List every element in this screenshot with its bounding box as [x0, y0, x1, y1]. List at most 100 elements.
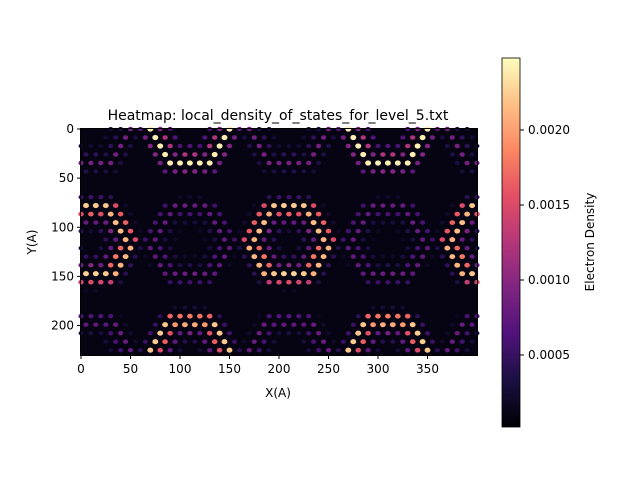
density-spot [395, 348, 401, 353]
density-spot [325, 263, 332, 268]
density-spot [370, 203, 376, 208]
density-spot [172, 254, 178, 259]
density-spot [454, 262, 461, 268]
density-spot [177, 263, 183, 268]
density-spot [256, 160, 262, 166]
density-spot [83, 254, 89, 259]
density-spot [117, 262, 124, 268]
density-spot [380, 322, 386, 328]
density-spot [390, 220, 396, 225]
density-spot [207, 229, 213, 234]
density-spot [459, 254, 466, 260]
density-spot [217, 211, 223, 217]
density-spot [98, 279, 104, 285]
density-spot [207, 348, 213, 353]
density-spot [404, 160, 411, 166]
density-spot [221, 339, 228, 345]
density-spot [103, 237, 109, 242]
density-spot [112, 254, 119, 260]
density-spot [449, 135, 455, 140]
density-spot [196, 160, 203, 166]
density-spot [395, 331, 401, 336]
density-spot [271, 322, 277, 327]
density-spot [385, 263, 391, 268]
density-spot [246, 348, 252, 353]
density-spot [108, 195, 114, 200]
density-spot [454, 314, 460, 319]
density-spot [286, 194, 292, 200]
density-spot [127, 228, 134, 234]
density-spot [256, 211, 262, 217]
density-spot [88, 143, 94, 149]
density-spot [162, 339, 168, 345]
density-spot [375, 229, 381, 234]
density-spot [365, 229, 371, 234]
density-spot [261, 220, 268, 226]
density-spot [390, 339, 396, 344]
density-spot [375, 211, 381, 217]
density-spot [444, 143, 450, 149]
density-spot [400, 220, 406, 225]
density-spot [256, 280, 262, 285]
density-spot [266, 279, 272, 285]
density-spot [380, 271, 386, 276]
density-spot [98, 160, 104, 166]
density-spot [301, 152, 307, 157]
density-spot [202, 152, 208, 157]
chart-title: Heatmap: local_density_of_states_for_lev… [108, 108, 449, 124]
density-spot [83, 220, 89, 225]
density-spot [360, 135, 366, 140]
density-spot [88, 229, 94, 234]
density-spot [197, 331, 203, 336]
colorbar [501, 57, 521, 428]
density-spot [157, 143, 164, 149]
density-spot [202, 254, 208, 259]
density-spot [316, 348, 322, 353]
density-spot [157, 211, 163, 217]
density-spot [459, 203, 465, 208]
density-spot [301, 322, 307, 327]
density-spot [360, 151, 367, 158]
heatmap-image [78, 126, 480, 355]
density-spot [469, 152, 475, 157]
density-spot [93, 322, 99, 327]
density-spot [162, 151, 169, 158]
density-spot [207, 246, 213, 251]
density-spot [251, 271, 257, 276]
density-spot [454, 211, 460, 217]
density-spot [182, 152, 188, 157]
density-spot [212, 135, 218, 140]
density-spot [137, 348, 143, 353]
density-spot [454, 228, 461, 234]
density-spot [231, 339, 238, 344]
density-spot [271, 220, 277, 225]
density-spot [102, 203, 109, 209]
density-spot [83, 322, 89, 327]
density-spot [365, 211, 371, 217]
density-spot [152, 152, 158, 157]
density-spot [365, 160, 372, 166]
density-spot [187, 313, 193, 319]
density-spot [216, 143, 223, 149]
density-spot [103, 322, 109, 327]
density-spot [365, 246, 371, 251]
density-spot [320, 254, 327, 260]
density-spot [98, 263, 104, 268]
density-spot [449, 339, 455, 344]
density-spot [117, 211, 124, 217]
density-spot [261, 322, 267, 327]
density-spot [132, 220, 138, 225]
density-spot [187, 330, 193, 336]
density-spot [286, 143, 292, 149]
density-spot [276, 246, 282, 251]
density-spot [182, 220, 188, 225]
density-spot [182, 254, 188, 259]
density-spot [414, 347, 421, 353]
density-spot [108, 245, 114, 251]
density-spot [321, 339, 327, 344]
density-spot [266, 211, 273, 217]
density-spot [439, 254, 445, 259]
density-spot [88, 279, 94, 285]
x-axis-label: X(A) [265, 386, 291, 400]
density-spot [256, 314, 262, 319]
